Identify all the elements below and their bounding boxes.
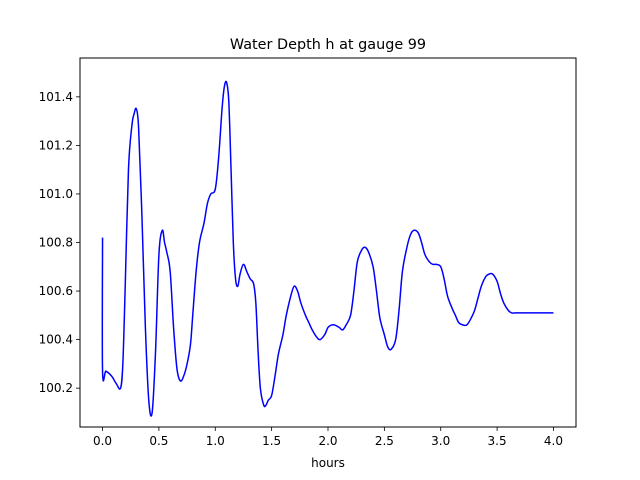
x-tick-label: 3.5 xyxy=(488,434,507,448)
y-tick-label: 100.8 xyxy=(39,236,73,250)
x-tick-label: 3.0 xyxy=(431,434,450,448)
series-line xyxy=(101,80,554,417)
chart-marks xyxy=(101,80,554,417)
x-tick-label: 0.5 xyxy=(149,434,168,448)
y-tick-label: 101.4 xyxy=(39,90,73,104)
x-axis-ticks: 0.0 0.5 1.0 1.5 2.0 2.5 3.0 3.5 4.0 xyxy=(93,427,563,448)
x-tick-label: 2.5 xyxy=(375,434,394,448)
plot-area xyxy=(80,58,576,427)
y-tick-label: 101.2 xyxy=(39,138,73,152)
y-tick-label: 100.2 xyxy=(39,381,73,395)
y-tick-label: 100.4 xyxy=(39,333,73,347)
y-tick-label: 101.0 xyxy=(39,187,73,201)
x-tick-label: 2.0 xyxy=(318,434,337,448)
y-tick-label: 100.6 xyxy=(39,284,73,298)
y-axis-ticks: 100.2 100.4 100.6 100.8 101.0 101.2 101.4 xyxy=(39,90,80,395)
x-tick-label: 1.0 xyxy=(206,434,225,448)
chart-title: Water Depth h at gauge 99 xyxy=(230,37,426,53)
x-tick-label: 1.5 xyxy=(262,434,281,448)
x-tick-label: 4.0 xyxy=(544,434,563,448)
plot-frame xyxy=(79,57,577,428)
x-tick-label: 0.0 xyxy=(93,434,112,448)
x-axis-label: hours xyxy=(311,456,345,470)
